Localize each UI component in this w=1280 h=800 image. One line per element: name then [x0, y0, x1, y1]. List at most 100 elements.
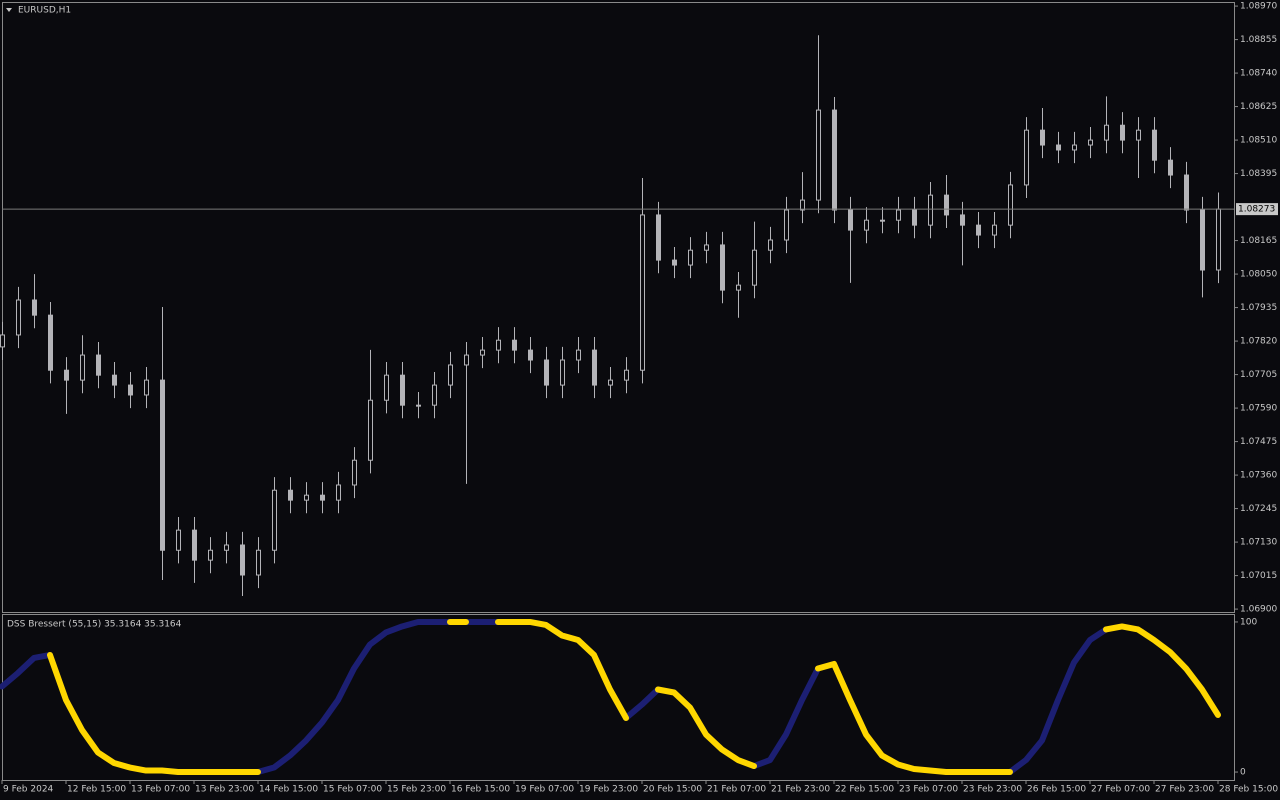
- candle-body: [336, 484, 341, 501]
- indicator-title: DSS Bressert (55,15) 35.3164 35.3164: [7, 620, 182, 630]
- candle-body: [16, 299, 21, 336]
- candle-body: [848, 209, 853, 231]
- candle-body: [416, 404, 421, 407]
- candle-body: [992, 224, 997, 236]
- candle-body: [128, 384, 133, 396]
- x-tick-label: 23 Feb 23:00: [963, 785, 1022, 795]
- y-tick-label: 1.08165: [1240, 236, 1277, 246]
- candle-body: [832, 109, 837, 211]
- candle-body: [144, 379, 149, 396]
- candle-body: [752, 249, 757, 286]
- candle-body: [544, 359, 549, 386]
- current-price-box: [1236, 203, 1278, 216]
- y-tick-label: 1.08625: [1240, 102, 1277, 112]
- candle-body: [592, 349, 597, 386]
- candle-body: [1008, 184, 1013, 226]
- candle-body: [496, 339, 501, 351]
- current-price-label: 1.08273: [1238, 205, 1275, 215]
- candle-body: [160, 379, 165, 551]
- x-tick-label: 9 Feb 2024: [3, 785, 54, 795]
- y-tick-label: 1.08395: [1240, 169, 1277, 179]
- y-tick-label: 1.07015: [1240, 571, 1277, 581]
- y-tick-label: 1.07820: [1240, 337, 1277, 347]
- candle-body: [0, 334, 5, 348]
- y-tick-label: 1.07475: [1240, 437, 1277, 447]
- candle-body: [720, 244, 725, 291]
- candle-body: [464, 354, 469, 366]
- y-tick-label: 1.08855: [1240, 35, 1277, 45]
- candle-body: [368, 399, 373, 461]
- y-tick-label: 100: [1240, 617, 1257, 627]
- candle-body: [880, 219, 885, 222]
- candle-body: [48, 314, 53, 371]
- candle-body: [576, 349, 581, 361]
- indicator-panel-frame: [2, 614, 1235, 781]
- y-tick-label: 1.08740: [1240, 69, 1277, 79]
- candle-body: [272, 489, 277, 551]
- candle-body: [640, 214, 645, 371]
- candle-body: [1056, 144, 1061, 151]
- x-tick-label: 14 Feb 15:00: [259, 785, 318, 795]
- indicator-line: [0, 618, 1109, 776]
- candle-body: [784, 209, 789, 241]
- candle-body: [1024, 129, 1029, 186]
- candle-body: [864, 219, 869, 231]
- candle-body: [608, 379, 613, 386]
- candle-body: [656, 214, 661, 261]
- candle-body: [800, 199, 805, 211]
- y-tick-label: 1.07130: [1240, 538, 1277, 548]
- candle-body: [1200, 209, 1205, 271]
- candle-body: [208, 549, 213, 561]
- candle-body: [480, 349, 485, 356]
- candle-body: [736, 284, 741, 291]
- candle-body: [96, 354, 101, 376]
- x-tick-label: 22 Feb 15:00: [835, 785, 894, 795]
- y-tick-label: 1.07360: [1240, 471, 1277, 481]
- candle-body: [1120, 124, 1125, 141]
- y-tick-label: 1.08510: [1240, 136, 1277, 146]
- x-tick-label: 27 Feb 07:00: [1091, 785, 1150, 795]
- candle-body: [1168, 159, 1173, 176]
- x-tick-label: 13 Feb 23:00: [195, 785, 254, 795]
- x-tick-label: 13 Feb 07:00: [131, 785, 190, 795]
- candle-body: [976, 224, 981, 236]
- x-tick-label: 27 Feb 23:00: [1155, 785, 1214, 795]
- menu-arrow[interactable]: [6, 8, 12, 12]
- candle-body: [224, 544, 229, 551]
- candle-body: [512, 339, 517, 351]
- candle-body: [560, 359, 565, 386]
- candle-body: [1040, 129, 1045, 146]
- candle-body: [672, 259, 677, 266]
- candle-body: [176, 529, 181, 551]
- x-tick-label: 21 Feb 07:00: [707, 785, 766, 795]
- x-tick-label: 23 Feb 07:00: [899, 785, 958, 795]
- candle-body: [352, 459, 357, 486]
- candle-body: [896, 209, 901, 221]
- x-tick-label: 28 Feb 15:00: [1219, 785, 1278, 795]
- x-tick-label: 12 Feb 15:00: [67, 785, 126, 795]
- candle-body: [320, 494, 325, 501]
- candle-body: [288, 489, 293, 501]
- x-tick-label: 26 Feb 15:00: [1027, 785, 1086, 795]
- candle-body: [1184, 174, 1189, 211]
- candle-body: [1136, 129, 1141, 141]
- candle-body: [80, 354, 85, 381]
- symbol-title: EURUSD,H1: [18, 6, 71, 16]
- y-tick-label: 1.08050: [1240, 270, 1277, 280]
- x-tick-label: 16 Feb 15:00: [451, 785, 510, 795]
- candle-body: [384, 374, 389, 401]
- candle-body: [1216, 208, 1221, 271]
- candle-body: [1152, 129, 1157, 161]
- candle-body: [1072, 144, 1077, 151]
- candle-body: [448, 364, 453, 386]
- candle-body: [912, 209, 917, 226]
- candle-body: [688, 249, 693, 266]
- candle-body: [256, 549, 261, 576]
- x-tick-label: 15 Feb 23:00: [387, 785, 446, 795]
- candle-body: [768, 239, 773, 251]
- candle-body: [816, 109, 821, 201]
- candle-body: [944, 194, 949, 216]
- x-tick-label: 19 Feb 23:00: [579, 785, 638, 795]
